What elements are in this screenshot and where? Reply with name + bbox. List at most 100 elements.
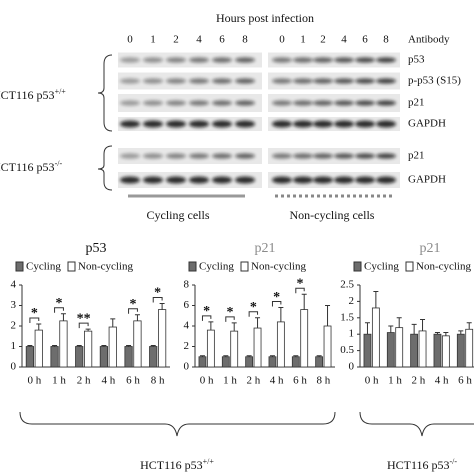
lane-label: 1	[150, 34, 156, 46]
legend-swatch	[188, 261, 197, 272]
error-bar	[110, 318, 116, 328]
blot-band	[313, 78, 333, 84]
cell-line-name: HCT116 p53	[0, 88, 55, 102]
error-bar	[316, 355, 322, 357]
chart-title: p21	[420, 241, 441, 256]
y-tick-label: 0	[349, 361, 355, 373]
bar	[456, 333, 465, 368]
y-tick-label: 0	[184, 361, 190, 373]
blot-band	[376, 120, 396, 128]
error-bar	[101, 344, 107, 347]
blot-band	[120, 100, 140, 106]
blot-band	[334, 176, 354, 184]
significance-bracket	[78, 322, 89, 329]
legend-swatch	[15, 261, 24, 272]
blot-band	[376, 153, 396, 159]
bar	[323, 325, 332, 368]
blot-band	[313, 57, 333, 63]
lane-label: 2	[320, 34, 326, 46]
y-tick-label: 3	[11, 299, 17, 311]
blot-band	[166, 100, 186, 106]
lane-label: 6	[362, 34, 368, 46]
significance-bracket	[248, 311, 259, 317]
blot-band	[313, 100, 333, 106]
error-bar	[150, 344, 156, 347]
cell-line-label: HCT116 p53+/+	[140, 457, 214, 472]
y-tick-label: 4	[184, 320, 190, 332]
significance-bracket	[295, 287, 305, 294]
error-bar	[76, 344, 82, 347]
bar	[198, 356, 207, 368]
blot-band	[293, 100, 313, 106]
x-tick-label: 4 h	[435, 375, 449, 387]
brace	[19, 411, 336, 437]
blot-band	[355, 153, 375, 159]
bar	[291, 356, 300, 368]
x-tick-label: 8 h	[316, 375, 330, 387]
error-bar	[199, 355, 205, 357]
significance-bracket	[152, 296, 163, 303]
blot-band	[120, 57, 140, 63]
error-bar	[36, 323, 42, 331]
cell-line-genotype: -/-	[55, 159, 63, 168]
blot-band	[293, 153, 313, 159]
lane-label: 8	[242, 34, 248, 46]
bar	[253, 327, 262, 368]
blot-band	[334, 57, 354, 63]
error-bar	[231, 322, 237, 332]
cell-line-genotype: +/+	[55, 87, 67, 96]
error-bar	[27, 344, 33, 347]
blot-band	[293, 120, 313, 128]
blot-band	[143, 176, 163, 184]
antibody-label: GAPDH	[408, 174, 446, 186]
lane-label: 4	[341, 34, 347, 46]
cell-line-name: HCT116 p53	[0, 160, 55, 174]
blot-band	[143, 153, 163, 159]
y-tick-label: 1	[11, 340, 17, 352]
bar	[108, 326, 117, 368]
blot-band	[120, 176, 140, 184]
bar	[386, 332, 395, 368]
blot-band	[376, 78, 396, 84]
error-bar	[325, 305, 331, 326]
error-bar	[411, 323, 417, 335]
blot-band	[334, 78, 354, 84]
error-bar	[293, 355, 299, 357]
blot-band	[355, 100, 375, 106]
significance-label: *	[297, 276, 304, 291]
significance-label: *	[227, 305, 234, 320]
significance-bracket	[54, 307, 64, 313]
y-tick-label: 0.5	[340, 344, 354, 356]
cell-line-label: HCT116 p53-/-	[387, 457, 457, 472]
significance-bracket	[225, 316, 235, 322]
cell-line-name: HCT116 p53	[387, 458, 450, 472]
x-tick-label: 1 h	[223, 375, 237, 387]
lane-label: 2	[173, 34, 179, 46]
antibody-label: p53	[408, 54, 425, 66]
blot-band	[166, 176, 186, 184]
blot-band	[313, 120, 333, 128]
blot-band	[272, 176, 292, 184]
significance-label: *	[203, 304, 210, 319]
significance-bracket	[201, 315, 212, 321]
blot-band	[212, 153, 232, 159]
blot-band	[355, 120, 375, 128]
blot-band	[293, 78, 313, 84]
lane-label: 0	[279, 34, 285, 46]
bar	[230, 330, 239, 368]
error-bar	[278, 307, 284, 322]
blot-band	[272, 153, 292, 159]
bar	[221, 356, 230, 368]
bar	[25, 346, 34, 368]
legend-label: Non-cycling	[251, 261, 306, 273]
bar	[50, 346, 59, 368]
blot-band	[189, 153, 209, 159]
blot-band	[376, 176, 396, 184]
blot-title: Hours post infection	[216, 11, 314, 25]
brace	[359, 411, 474, 437]
antibody-label: p21	[408, 97, 425, 109]
bar	[206, 329, 215, 368]
lane-label: 0	[127, 34, 133, 46]
blot-band	[235, 153, 255, 159]
antibody-header: Antibody	[408, 34, 450, 46]
